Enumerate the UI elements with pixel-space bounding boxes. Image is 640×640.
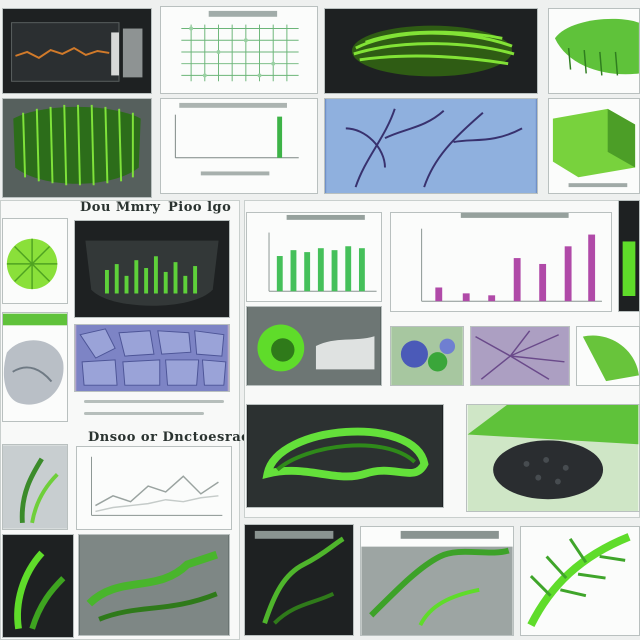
green-burst-graphic xyxy=(6,238,58,290)
tile-grid-network xyxy=(160,6,318,94)
tile-dark-blob xyxy=(466,404,640,512)
tile-green-branch xyxy=(360,526,514,636)
sprout-photo-graphic xyxy=(3,445,67,529)
tile-green-frame xyxy=(78,534,230,636)
waveform-graphic xyxy=(11,22,143,82)
green-neuron-graphic xyxy=(254,530,345,625)
green-brush-graphic xyxy=(554,18,639,76)
tile-blue-branches xyxy=(324,98,538,194)
green-bar-chart-graphic xyxy=(268,214,377,292)
tile-green-burst xyxy=(2,218,68,304)
green-bristle-graphic xyxy=(13,104,141,186)
tile-bar-chart-purple xyxy=(390,212,612,312)
tile-green-leaf-edge xyxy=(576,326,640,386)
purple-web-graphic xyxy=(471,327,569,385)
mid-title: Dnsoo or Dnctoesrae Dcog xyxy=(88,430,294,445)
green-cube-graphic xyxy=(552,108,636,188)
green-sprout-dark-graphic xyxy=(14,550,66,630)
edge-green-graphic xyxy=(622,241,636,296)
green-fiber-graphic xyxy=(351,25,515,77)
line-chart-graphic xyxy=(91,456,223,516)
stone-texture-graphic xyxy=(76,325,228,391)
bowl-chart-graphic xyxy=(85,240,219,306)
tile-gray-blob xyxy=(2,312,68,422)
tile-green-brush xyxy=(548,8,640,94)
left-title-2: Pioo lgo xyxy=(168,200,232,215)
blue-green-spots-graphic xyxy=(391,327,463,385)
green-leaf-edge-graphic xyxy=(582,335,639,382)
tile-stone-texture xyxy=(74,324,230,392)
blue-branches-graphic xyxy=(326,99,536,193)
caption-smudge-1 xyxy=(84,400,224,403)
tile-green-fiber xyxy=(324,8,538,94)
left-title: Dou Mmry xyxy=(80,200,161,215)
green-branch-graphic xyxy=(361,530,513,635)
green-cells-graphic xyxy=(247,307,381,385)
purple-bar-chart-graphic xyxy=(421,213,602,302)
tile-green-bristle xyxy=(2,98,152,198)
green-fern-graphic xyxy=(527,533,631,627)
tile-purple-web xyxy=(470,326,570,386)
tile-green-ring xyxy=(246,404,444,508)
tile-green-neuron xyxy=(244,524,354,636)
tile-edge-green xyxy=(618,200,640,312)
single-bar-chart-graphic xyxy=(174,102,299,176)
dark-blob-graphic xyxy=(467,405,639,511)
tile-line-chart xyxy=(76,446,232,530)
green-ring-graphic xyxy=(247,405,443,507)
tile-bowl-chart xyxy=(74,220,230,318)
gray-blob-graphic xyxy=(3,313,67,405)
grid-network-graphic xyxy=(181,10,299,82)
tile-waveform-screen xyxy=(2,8,152,94)
tile-green-cells xyxy=(246,306,382,386)
caption-smudge-2 xyxy=(84,412,204,415)
tile-green-fern xyxy=(520,526,640,636)
tile-green-cube xyxy=(548,98,640,194)
tile-green-sprout-dark xyxy=(2,534,74,638)
green-frame-graphic xyxy=(79,535,229,635)
tile-sprout-photo xyxy=(2,444,68,530)
tile-bar-chart-single xyxy=(160,98,318,194)
tile-blue-green-spots xyxy=(390,326,464,386)
tile-bar-chart-green xyxy=(246,212,382,302)
